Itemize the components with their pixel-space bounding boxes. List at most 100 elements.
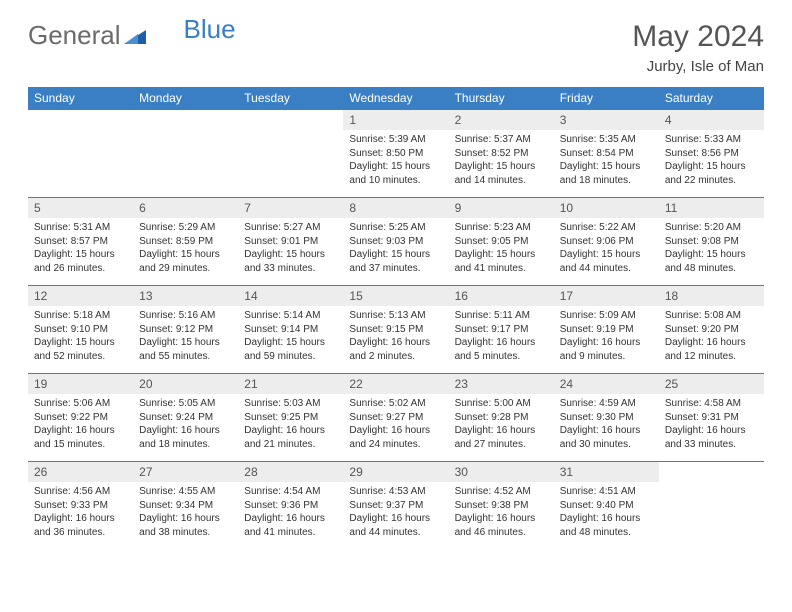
calendar-cell: 25Sunrise: 4:58 AMSunset: 9:31 PMDayligh… <box>659 374 764 462</box>
day-number: 13 <box>133 286 238 306</box>
daylight-text-2: and 38 minutes. <box>139 526 232 540</box>
day-details: Sunrise: 5:08 AMSunset: 9:20 PMDaylight:… <box>659 306 764 368</box>
calendar-page: General Blue May 2024 Jurby, Isle of Man… <box>0 0 792 570</box>
sunrise-text: Sunrise: 5:22 AM <box>560 221 653 235</box>
calendar-cell: 20Sunrise: 5:05 AMSunset: 9:24 PMDayligh… <box>133 374 238 462</box>
daylight-text-1: Daylight: 15 hours <box>665 248 758 262</box>
day-details: Sunrise: 4:55 AMSunset: 9:34 PMDaylight:… <box>133 482 238 544</box>
calendar-cell: .. <box>28 110 133 198</box>
sunset-text: Sunset: 9:37 PM <box>349 499 442 513</box>
sunrise-text: Sunrise: 5:05 AM <box>139 397 232 411</box>
daylight-text-2: and 18 minutes. <box>560 174 653 188</box>
sunset-text: Sunset: 9:19 PM <box>560 323 653 337</box>
daylight-text-2: and 12 minutes. <box>665 350 758 364</box>
daylight-text-1: Daylight: 16 hours <box>349 336 442 350</box>
day-details: Sunrise: 5:18 AMSunset: 9:10 PMDaylight:… <box>28 306 133 368</box>
sunset-text: Sunset: 9:38 PM <box>455 499 548 513</box>
calendar-body: ......1Sunrise: 5:39 AMSunset: 8:50 PMDa… <box>28 110 764 550</box>
sunset-text: Sunset: 9:06 PM <box>560 235 653 249</box>
day-number: 10 <box>554 198 659 218</box>
sunset-text: Sunset: 8:52 PM <box>455 147 548 161</box>
day-number: 8 <box>343 198 448 218</box>
daylight-text-2: and 22 minutes. <box>665 174 758 188</box>
day-details: Sunrise: 4:53 AMSunset: 9:37 PMDaylight:… <box>343 482 448 544</box>
day-header: Tuesday <box>238 87 343 110</box>
day-details: Sunrise: 5:37 AMSunset: 8:52 PMDaylight:… <box>449 130 554 192</box>
sunrise-text: Sunrise: 5:02 AM <box>349 397 442 411</box>
sunset-text: Sunset: 9:22 PM <box>34 411 127 425</box>
sunset-text: Sunset: 9:01 PM <box>244 235 337 249</box>
brand-part2: Blue <box>184 14 236 45</box>
calendar-cell: .. <box>133 110 238 198</box>
daylight-text-1: Daylight: 16 hours <box>349 512 442 526</box>
day-number: 12 <box>28 286 133 306</box>
calendar-cell: 10 Sunrise: 5:22 AMSunset: 9:06 PMDayligh… <box>554 198 659 286</box>
sunset-text: Sunset: 9:20 PM <box>665 323 758 337</box>
day-details: Sunrise: 5:35 AMSunset: 8:54 PMDaylight:… <box>554 130 659 192</box>
day-details: Sunrise: 4:51 AMSunset: 9:40 PMDaylight:… <box>554 482 659 544</box>
day-details: Sunrise: 4:59 AMSunset: 9:30 PMDaylight:… <box>554 394 659 456</box>
sunrise-text: Sunrise: 5:25 AM <box>349 221 442 235</box>
sunrise-text: Sunrise: 4:55 AM <box>139 485 232 499</box>
day-number: 3 <box>554 110 659 130</box>
day-details: Sunrise: 5:02 AMSunset: 9:27 PMDaylight:… <box>343 394 448 456</box>
day-header: Monday <box>133 87 238 110</box>
day-number: 20 <box>133 374 238 394</box>
day-details: Sunrise: 5:20 AMSunset: 9:08 PMDaylight:… <box>659 218 764 280</box>
daylight-text-1: Daylight: 15 hours <box>560 248 653 262</box>
sunset-text: Sunset: 9:05 PM <box>455 235 548 249</box>
day-details: Sunrise: 5:09 AMSunset: 9:19 PMDaylight:… <box>554 306 659 368</box>
daylight-text-2: and 44 minutes. <box>560 262 653 276</box>
location-label: Jurby, Isle of Man <box>632 58 764 75</box>
calendar-cell: 26Sunrise: 4:56 AMSunset: 9:33 PMDayligh… <box>28 462 133 550</box>
daylight-text-1: Daylight: 15 hours <box>349 160 442 174</box>
daylight-text-2: and 26 minutes. <box>34 262 127 276</box>
day-number: 27 <box>133 462 238 482</box>
daylight-text-1: Daylight: 15 hours <box>244 336 337 350</box>
sunset-text: Sunset: 9:34 PM <box>139 499 232 513</box>
day-details: Sunrise: 5:06 AMSunset: 9:22 PMDaylight:… <box>28 394 133 456</box>
day-number: 30 <box>449 462 554 482</box>
day-number: 25 <box>659 374 764 394</box>
sunset-text: Sunset: 9:40 PM <box>560 499 653 513</box>
day-number: 28 <box>238 462 343 482</box>
sunrise-text: Sunrise: 5:23 AM <box>455 221 548 235</box>
day-number: 19 <box>28 374 133 394</box>
daylight-text-2: and 36 minutes. <box>34 526 127 540</box>
day-details: Sunrise: 5:29 AMSunset: 8:59 PMDaylight:… <box>133 218 238 280</box>
calendar-week: 26Sunrise: 4:56 AMSunset: 9:33 PMDayligh… <box>28 462 764 550</box>
day-number: 7 <box>238 198 343 218</box>
daylight-text-1: Daylight: 16 hours <box>244 512 337 526</box>
calendar-cell: 19Sunrise: 5:06 AMSunset: 9:22 PMDayligh… <box>28 374 133 462</box>
day-details: Sunrise: 4:54 AMSunset: 9:36 PMDaylight:… <box>238 482 343 544</box>
calendar-cell: 9Sunrise: 5:23 AMSunset: 9:05 PMDaylight… <box>449 198 554 286</box>
sunrise-text: Sunrise: 5:06 AM <box>34 397 127 411</box>
sunset-text: Sunset: 9:15 PM <box>349 323 442 337</box>
daylight-text-2: and 55 minutes. <box>139 350 232 364</box>
calendar-table: SundayMondayTuesdayWednesdayThursdayFrid… <box>28 87 764 550</box>
day-details: Sunrise: 5:14 AMSunset: 9:14 PMDaylight:… <box>238 306 343 368</box>
day-number: 11 <box>659 198 764 218</box>
daylight-text-1: Daylight: 16 hours <box>560 336 653 350</box>
calendar-cell: 28Sunrise: 4:54 AMSunset: 9:36 PMDayligh… <box>238 462 343 550</box>
sunset-text: Sunset: 9:10 PM <box>34 323 127 337</box>
sunset-text: Sunset: 8:54 PM <box>560 147 653 161</box>
daylight-text-1: Daylight: 15 hours <box>665 160 758 174</box>
sunrise-text: Sunrise: 5:00 AM <box>455 397 548 411</box>
daylight-text-1: Daylight: 15 hours <box>244 248 337 262</box>
daylight-text-1: Daylight: 15 hours <box>349 248 442 262</box>
daylight-text-1: Daylight: 15 hours <box>455 160 548 174</box>
day-details: Sunrise: 5:05 AMSunset: 9:24 PMDaylight:… <box>133 394 238 456</box>
sunrise-text: Sunrise: 5:09 AM <box>560 309 653 323</box>
calendar-cell: 31Sunrise: 4:51 AMSunset: 9:40 PMDayligh… <box>554 462 659 550</box>
daylight-text-2: and 59 minutes. <box>244 350 337 364</box>
daylight-text-2: and 44 minutes. <box>349 526 442 540</box>
calendar-cell: .. <box>659 462 764 550</box>
daylight-text-1: Daylight: 15 hours <box>139 248 232 262</box>
calendar-cell: 29Sunrise: 4:53 AMSunset: 9:37 PMDayligh… <box>343 462 448 550</box>
calendar-cell: 30Sunrise: 4:52 AMSunset: 9:38 PMDayligh… <box>449 462 554 550</box>
calendar-week: 5Sunrise: 5:31 AMSunset: 8:57 PMDaylight… <box>28 198 764 286</box>
day-number: 6 <box>133 198 238 218</box>
calendar-cell: 12Sunrise: 5:18 AMSunset: 9:10 PMDayligh… <box>28 286 133 374</box>
sunrise-text: Sunrise: 4:54 AM <box>244 485 337 499</box>
